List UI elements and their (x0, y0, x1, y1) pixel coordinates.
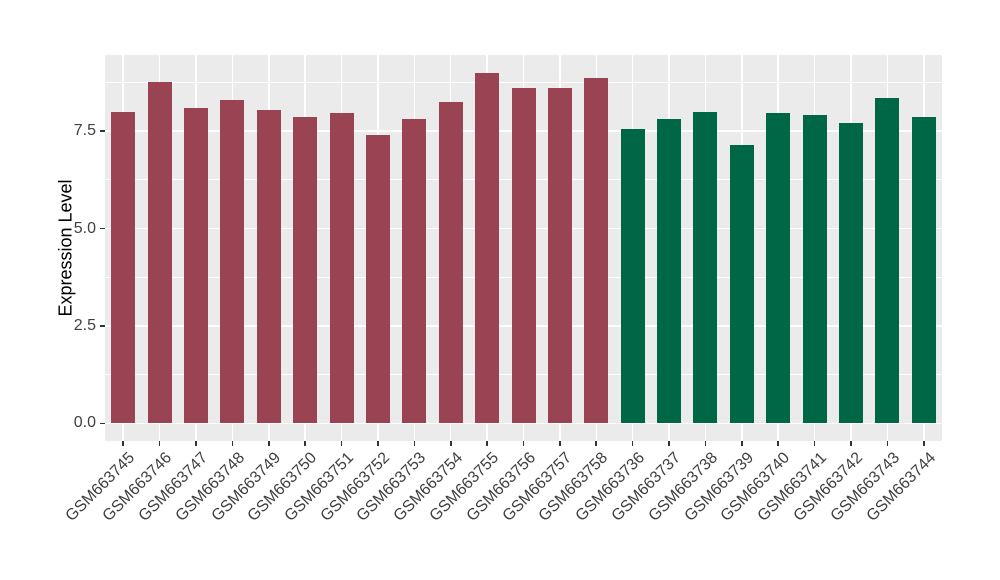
x-tick-mark (559, 441, 561, 446)
bar (438, 101, 463, 424)
bar (839, 123, 864, 424)
bar (147, 82, 172, 424)
x-tick-mark (813, 441, 816, 446)
y-tick-label: 2.5 (73, 316, 96, 334)
y-tick-mark (100, 325, 105, 327)
x-tick-mark (267, 441, 270, 446)
bar (475, 72, 500, 424)
x-tick-mark (850, 441, 852, 446)
y-tick-label: 0.0 (73, 414, 96, 432)
bar (183, 107, 208, 424)
bar (329, 113, 354, 424)
x-tick-mark (304, 441, 306, 446)
y-tick-mark (100, 130, 105, 132)
bar (293, 117, 318, 424)
x-tick-mark (777, 441, 780, 446)
bar (220, 99, 245, 424)
x-tick-mark (449, 441, 452, 446)
y-tick-mark (100, 422, 105, 425)
x-tick-mark (631, 441, 634, 446)
bar (256, 109, 281, 424)
x-tick-mark (195, 441, 197, 446)
x-tick-mark (231, 441, 234, 446)
bar (657, 119, 682, 424)
bar (547, 88, 572, 424)
bar (693, 111, 718, 424)
x-tick-mark (413, 441, 416, 446)
x-tick-mark (522, 441, 525, 446)
bar (620, 129, 645, 424)
x-tick-mark (741, 441, 743, 446)
x-tick-mark (122, 441, 124, 446)
x-tick-mark (486, 441, 488, 446)
y-tick-label: 7.5 (73, 122, 96, 140)
x-tick-mark (923, 441, 925, 446)
bar (402, 119, 427, 424)
x-tick-mark (595, 441, 598, 446)
plot-panel (105, 55, 942, 441)
x-tick-mark (158, 441, 161, 446)
x-tick-mark (340, 441, 343, 446)
bar (111, 111, 136, 424)
bar (875, 97, 900, 424)
y-tick-mark (100, 227, 105, 230)
y-axis-title: Expression Level (55, 179, 76, 317)
bar (911, 117, 936, 424)
bar (584, 78, 609, 424)
bar (802, 115, 827, 424)
bar (766, 113, 791, 424)
y-tick-label: 5.0 (73, 219, 96, 237)
bar (511, 88, 536, 424)
x-tick-mark (377, 441, 379, 446)
x-tick-mark (668, 441, 670, 446)
bar (729, 144, 754, 424)
x-tick-mark (704, 441, 707, 446)
x-tick-mark (886, 441, 889, 446)
bar (365, 134, 390, 424)
